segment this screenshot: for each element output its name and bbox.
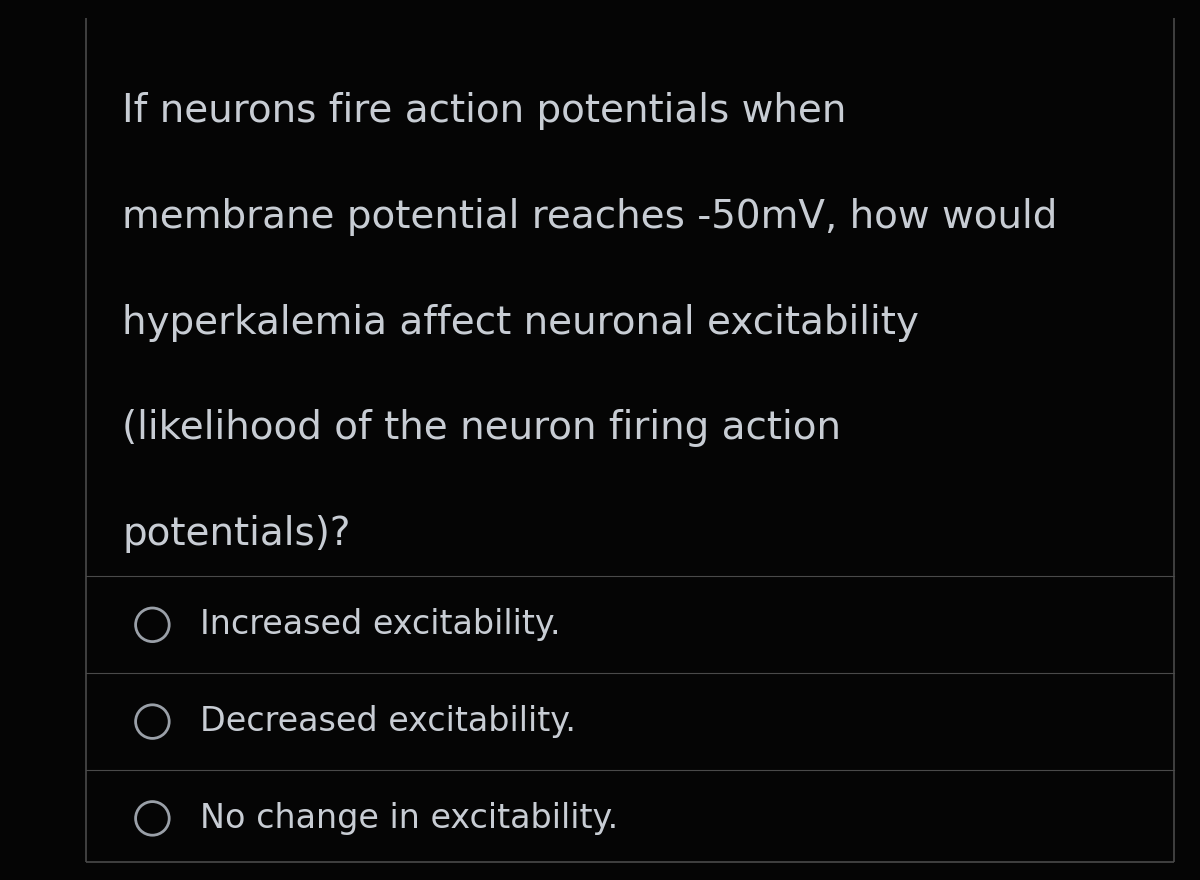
Text: potentials)?: potentials)? [122,515,350,553]
Text: If neurons fire action potentials when: If neurons fire action potentials when [122,92,847,130]
Text: Increased excitability.: Increased excitability. [200,608,562,642]
Text: (likelihood of the neuron firing action: (likelihood of the neuron firing action [122,409,841,447]
Text: hyperkalemia affect neuronal excitability: hyperkalemia affect neuronal excitabilit… [122,304,919,341]
Text: No change in excitability.: No change in excitability. [200,802,619,835]
Text: Decreased excitability.: Decreased excitability. [200,705,576,738]
Text: membrane potential reaches -50mV, how would: membrane potential reaches -50mV, how wo… [122,198,1057,236]
